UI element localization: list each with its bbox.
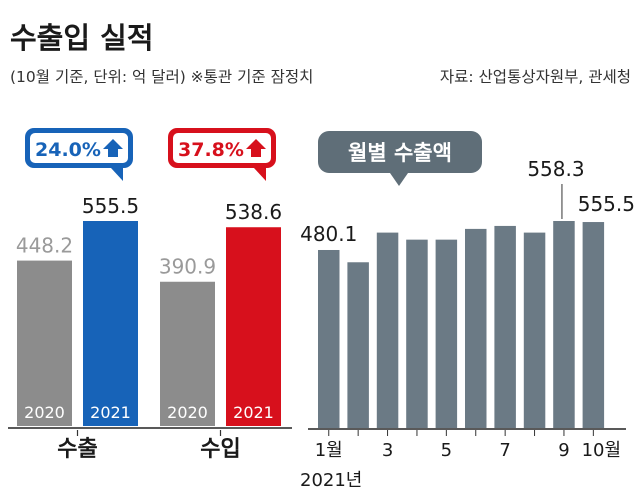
- monthly-bar-7: [494, 225, 516, 428]
- monthly-tick-label-5: 5: [441, 440, 452, 461]
- import-change-badge-pointer: [254, 168, 266, 181]
- import-bar-2021: [226, 227, 281, 426]
- import-value-label-2021: 538.6: [225, 200, 282, 224]
- export-up-arrow-icon: [103, 139, 123, 157]
- monthly-data-label-9: 558.3: [527, 157, 584, 181]
- monthly-bar-5: [435, 239, 458, 428]
- monthly-title: 월별 수출액: [348, 141, 452, 165]
- export-change-badge-inner: [30, 133, 128, 163]
- monthly-title-pill: [318, 131, 482, 173]
- import-change-label: 37.8%: [178, 139, 244, 161]
- monthly-bar-3: [376, 232, 399, 428]
- export-group-label: 수출: [57, 437, 97, 462]
- monthly-title-pointer: [390, 173, 408, 186]
- import-up-arrow-icon: [246, 139, 266, 157]
- export-year-label-2021: 2021: [90, 403, 131, 422]
- monthly-data-label-1: 480.1: [300, 222, 357, 246]
- import-group-label: 수입: [200, 437, 240, 462]
- export-value-label-2021: 555.5: [82, 194, 139, 218]
- monthly-tick-label-9: 9: [558, 440, 569, 461]
- export-year-label-2020: 2020: [24, 403, 65, 422]
- export-bar-2021: [83, 221, 138, 426]
- export-change-label: 24.0%: [35, 139, 101, 161]
- monthly-bar-1: [318, 249, 340, 428]
- monthly-bar-4: [406, 239, 428, 428]
- monthly-bar-9: [553, 221, 575, 428]
- import-year-label-2020: 2020: [167, 403, 208, 422]
- chart-title: 수출입 실적: [10, 21, 154, 55]
- monthly-tick-label-1: 1월: [315, 440, 343, 461]
- monthly-data-label-10: 555.5: [578, 192, 635, 216]
- import-year-label-2021: 2021: [233, 403, 274, 422]
- monthly-tick-label-10: 10월: [582, 440, 621, 461]
- export-value-label-2020: 448.2: [16, 234, 73, 258]
- export-change-badge-pointer: [111, 168, 123, 181]
- monthly-tick-label-3: 3: [382, 440, 393, 461]
- import-change-badge-inner: [173, 133, 271, 163]
- monthly-bar-2: [347, 262, 369, 428]
- monthly-year-label: 2021년: [300, 470, 362, 491]
- monthly-bar-8: [523, 232, 546, 428]
- chart-subtitle: (10월 기준, 단위: 억 달러) ※통관 기준 잠정치: [10, 68, 313, 86]
- monthly-bar-6: [465, 228, 487, 428]
- export-bar-2020: [17, 260, 72, 426]
- monthly-bar-10: [582, 222, 605, 428]
- import-value-label-2020: 390.9: [159, 255, 216, 279]
- source-note: 자료: 산업통상자원부, 관세청: [440, 68, 631, 86]
- monthly-tick-label-7: 7: [499, 440, 510, 461]
- import-bar-2020: [160, 281, 215, 426]
